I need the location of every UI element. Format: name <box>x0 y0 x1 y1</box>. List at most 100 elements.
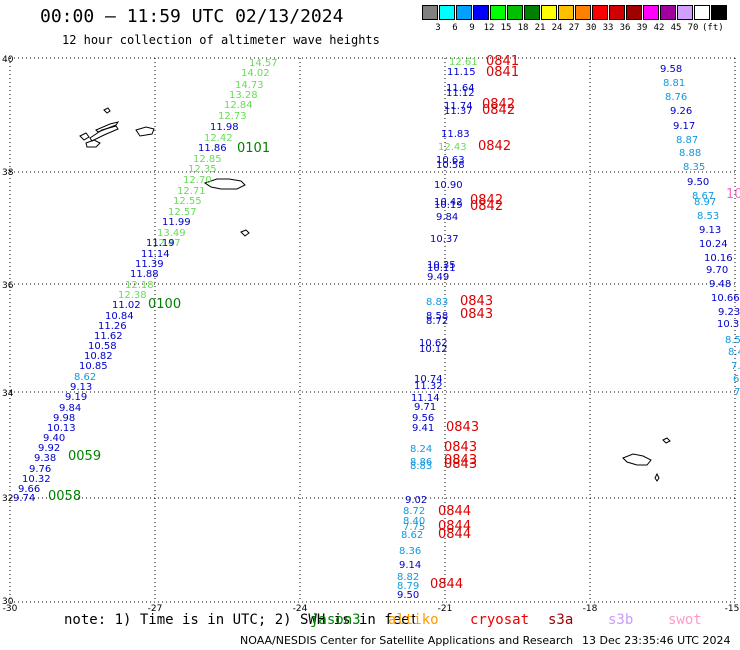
legend-swatch <box>490 5 506 20</box>
wave-height-value: 8.83 <box>410 461 432 472</box>
pass-time-label: 0843 <box>444 440 477 455</box>
pass-time-label: 0844 <box>438 527 471 542</box>
pass-time-label: 0842 <box>470 193 503 208</box>
wave-height-value: 9.50 <box>687 177 709 188</box>
wave-height-value: 11.19 <box>146 238 175 249</box>
lat-tick-label: 36 <box>2 281 14 291</box>
lat-tick-label: 30 <box>2 597 14 607</box>
satellite-cryosat: cryosat <box>470 612 530 628</box>
lat-tick-label: 32 <box>2 494 13 504</box>
island-santa-maria <box>240 229 250 237</box>
pass-time-label: 0841 <box>486 65 519 80</box>
legend-swatch <box>507 5 523 20</box>
wave-height-value: 9.48 <box>709 279 731 290</box>
legend-label: 12 <box>483 23 495 33</box>
legend-swatch <box>456 5 472 20</box>
wave-height-value: 9.76 <box>29 464 51 475</box>
island-pico <box>89 125 119 142</box>
pass-time-label: 0842 <box>482 97 515 112</box>
wave-height-value: 12.18 <box>125 280 154 291</box>
legend-label: 30 <box>585 23 597 33</box>
wave-height-value: 9.14 <box>399 560 421 571</box>
legend-label: 39 <box>636 23 648 33</box>
wave-height-value: 12.47 <box>152 238 181 249</box>
pass-time-label: 0843 <box>460 307 493 322</box>
wave-height-value: 8.72 <box>403 506 425 517</box>
legend-swatch <box>524 5 540 20</box>
wave-height-value: 10.66 <box>711 293 740 304</box>
legend-label: 9 <box>469 23 475 33</box>
wave-height-value: 8.67 <box>692 191 714 202</box>
legend-swatch <box>660 5 676 20</box>
wave-height-value: 8.40 <box>403 516 425 527</box>
satellite-swot: swot <box>668 612 702 628</box>
wave-height-value: 9.13 <box>70 382 92 393</box>
wave-height-value: 10.16 <box>704 253 733 264</box>
legend-label: 36 <box>619 23 631 33</box>
wave-height-value: 6. <box>733 374 740 385</box>
legend-label: 42 <box>653 23 665 33</box>
wave-height-value: 12.57 <box>168 207 197 218</box>
wave-height-value: 9.84 <box>59 403 81 414</box>
wave-height-value: 10.62 <box>419 338 448 349</box>
legend-swatch <box>609 5 625 20</box>
wave-height-value: 9.50 <box>397 590 419 601</box>
wave-height-value: 8.86 <box>410 457 432 468</box>
pass-time-label: 0101 <box>237 141 270 156</box>
wave-height-value: 12.73 <box>218 111 247 122</box>
legend-swatch <box>626 5 642 20</box>
wave-height-value: 11.14 <box>411 393 440 404</box>
wave-height-value: 9.23 <box>718 307 740 318</box>
legend-swatch <box>694 5 710 20</box>
wave-height-value: 9.17 <box>673 121 695 132</box>
wave-height-value: 12.85 <box>193 154 222 165</box>
lon-tick-label: -18 <box>583 604 598 614</box>
wave-height-value: 9.13 <box>699 225 721 236</box>
wave-height-value: 12.42 <box>204 133 233 144</box>
wave-height-value: 10.74 <box>414 374 443 385</box>
island-madeira <box>622 453 652 466</box>
pass-time-label: 0842 <box>482 103 515 118</box>
wave-height-value: 8.5 <box>725 335 740 346</box>
wave-height-value: 11.83 <box>441 129 470 140</box>
lon-tick-label: -21 <box>438 604 453 614</box>
wave-height-value: 12.55 <box>173 196 202 207</box>
map-note: note: 1) Time is in UTC; 2) SWH is in fe… <box>64 612 419 628</box>
pass-time-label: 0843 <box>446 420 479 435</box>
wave-height-value: 8.35 <box>683 162 705 173</box>
pass-time-label: 0058 <box>48 489 81 504</box>
wave-height-value: 9.26 <box>670 106 692 117</box>
wave-height-value: 8.82 <box>397 572 419 583</box>
lon-tick-label: -15 <box>725 604 740 614</box>
island-sao-jorge <box>95 121 120 133</box>
lat-tick-label: 34 <box>2 389 14 399</box>
wave-height-value: 8.97 <box>694 197 716 208</box>
wave-height-value: 8.81 <box>663 78 685 89</box>
wave-height-value: 8.87 <box>676 135 698 146</box>
legend-swatch <box>422 5 438 20</box>
legend-label: 21 <box>534 23 546 33</box>
wave-height-value: 8.72 <box>426 316 448 327</box>
wave-height-value: 14.02 <box>241 68 270 79</box>
wave-height-value: 11.64 <box>446 83 475 94</box>
wave-height-value: 11.98 <box>210 122 239 133</box>
wave-height-value: 10.82 <box>84 351 113 362</box>
wave-height-value: 11.74 <box>444 101 473 112</box>
legend-swatch <box>711 5 727 20</box>
wave-height-value: 9.58 <box>660 64 682 75</box>
lon-tick-label: -24 <box>293 604 308 614</box>
wave-height-value: 9.49 <box>427 272 449 283</box>
pass-time-label: 0100 <box>148 297 181 312</box>
wave-height-value: 10.24 <box>699 239 728 250</box>
legend-label: 18 <box>517 23 529 33</box>
wave-height-value: 10.13 <box>47 423 76 434</box>
legend-label: 24 <box>551 23 563 33</box>
satellite-s3b: s3b <box>608 612 634 628</box>
wave-height-value: 12.71 <box>177 186 206 197</box>
wave-height-value: 13.49 <box>157 228 186 239</box>
wave-height-value: 9.70 <box>706 265 728 276</box>
wave-height-value: 8.62 <box>74 372 96 383</box>
wave-height-value: 10.85 <box>79 361 108 372</box>
wave-height-value: 9.38 <box>34 453 56 464</box>
wave-height-value: 10.58 <box>88 341 117 352</box>
